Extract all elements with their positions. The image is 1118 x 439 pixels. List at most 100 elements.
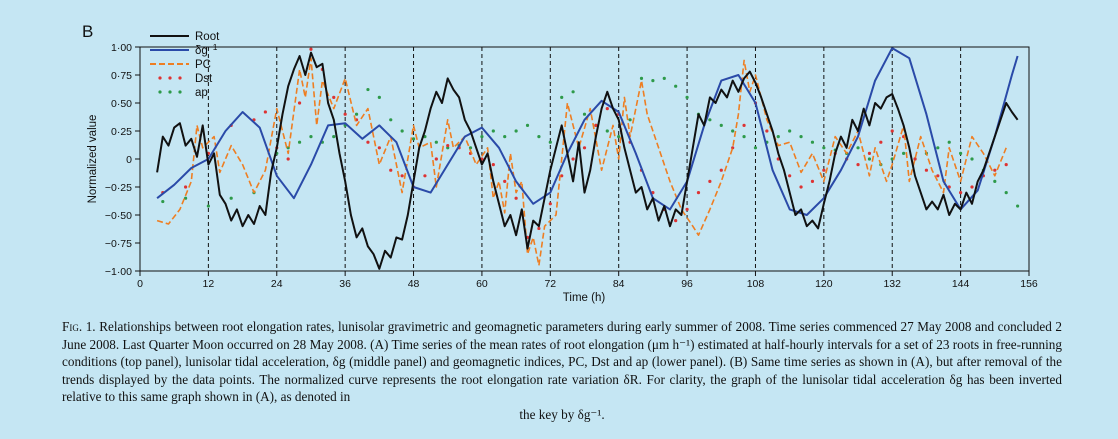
ap-point [400,129,404,133]
legend-dst-label: Dst [195,73,213,85]
y-tick-label: −0·50 [105,210,132,222]
ap-point [434,140,438,144]
x-tick-label: 132 [883,278,901,290]
dst-point [560,174,564,178]
dst-point [742,123,746,127]
ap-point [617,135,621,139]
ap-point [742,135,746,139]
figure-caption: Fig. 1. Relationships between root elong… [62,318,1062,424]
dst-point [719,168,723,172]
ap-point [377,95,381,99]
ap-point [822,146,826,150]
dst-point [297,101,302,105]
ap-point [708,118,712,122]
dst-point [423,174,427,178]
dst-point [993,168,997,172]
ap-point [354,112,359,116]
dst-point [263,110,267,114]
ap-point [776,135,780,139]
series-root [156,51,1019,270]
dst-point [366,140,370,144]
x-tick-label: 120 [815,278,833,290]
ap-point [548,140,552,144]
ap-point [902,151,906,155]
x-tick-label: 24 [271,278,283,290]
ap-point [161,199,165,204]
dst-point [434,157,438,161]
dst-point [491,163,495,167]
dst-point [389,168,393,172]
dst-point [400,174,404,178]
dst-point [708,179,712,183]
dst-point [913,157,917,161]
dst-point [822,168,826,172]
ap-point [799,135,803,139]
pc-line [156,57,1007,267]
y-axis-title: Normalized value [87,115,99,204]
ap-point [206,204,210,208]
dst-point [1004,163,1008,167]
dst-point [788,174,792,178]
ap-point [411,137,416,141]
y-axis: 1·00 0·75 0·50 0·25 0 −0·25 −0·50 −0·75 −1·00 [105,42,140,278]
legend-dst-marker [168,76,172,80]
x-tick-label: 144 [952,278,970,290]
ap-point [788,129,792,133]
ap-point [993,179,997,183]
y-tick-label: 1·00 [111,42,132,54]
dst-point [799,185,803,189]
ap-point [867,157,872,161]
x-tick-label: 60 [476,278,488,290]
ap-point [753,146,758,150]
dst-point [696,191,701,195]
ap-point [970,157,974,161]
y-tick-label: −0·25 [105,182,132,194]
dst-point [548,202,552,206]
ap-point [332,135,336,139]
series-ap [161,76,1020,208]
series-layer [156,47,1020,270]
dst-point [537,226,541,231]
ap-point [674,84,678,88]
x-tick-label: 108 [747,278,765,290]
y-tick-label: −0·75 [105,238,132,250]
ap-point [947,140,951,144]
root-line [156,51,1019,270]
series-pc [156,57,1007,267]
dst-point [571,157,575,161]
ap-point [229,196,233,200]
x-tick-label: 48 [408,278,420,290]
dst-point [867,151,872,155]
dst-point [332,95,336,99]
dst-point [343,112,347,116]
ap-point [571,90,575,94]
legend-dst-marker [178,76,182,80]
x-tick-label: 12 [203,278,215,290]
x-tick-label: 72 [544,278,556,290]
ap-point [480,135,484,139]
ap-point [389,118,393,122]
ap-point [719,123,723,127]
x-axis-title: Time (h) [563,292,606,304]
y-tick-label: 0·25 [111,126,132,138]
panel-letter: B [82,22,93,41]
legend-dg-label: δg−1 [195,42,218,57]
caption-text: Relationships between root elongation ra… [62,319,1063,405]
ap-point [628,118,632,122]
dst-point [959,191,963,195]
dst-point [446,143,450,148]
dst-point [286,157,290,161]
legend-pc-label: PC [195,59,211,71]
ap-point [514,129,518,133]
dst-point [765,129,769,133]
dst-point [856,163,860,167]
ap-point [503,135,507,139]
legend-ap-marker [178,90,182,94]
x-tick-label: 84 [613,278,625,290]
legend-ap-marker [158,90,162,94]
dst-point [309,47,313,51]
ap-point [685,95,689,99]
ap-point [1004,191,1008,195]
ap-point [297,140,302,144]
